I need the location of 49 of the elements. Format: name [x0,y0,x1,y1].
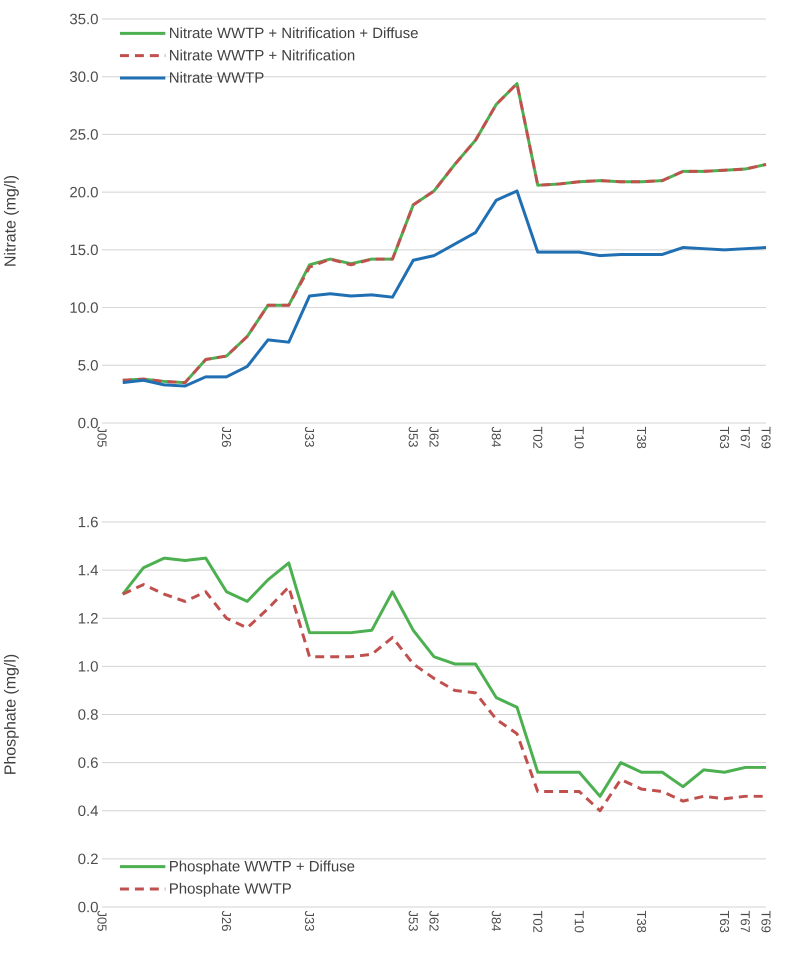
x-tick-label: T67 [740,426,750,448]
x-tick-label: J62 [429,426,439,447]
legend-label: Nitrate WWTP + Nitrification [170,50,354,60]
y-tick-label: 5.0 [78,360,98,371]
y-tick-label: 0.6 [78,757,98,768]
legend-label: Phosphate WWTP [170,882,291,897]
x-tick-label: J84 [492,910,501,932]
x-tick-label: T67 [740,910,750,932]
legend-label: Nitrate WWTP + Nitrification + Diffuse [170,27,418,38]
x-tick-label: T63 [720,426,730,448]
y-tick-label: 1.2 [78,613,98,624]
y-tick-label: 10.0 [70,302,98,313]
y-tick-label: 0.0 [78,902,98,912]
y-tick-label: 30.0 [70,71,98,82]
y-tick-label: 20.0 [70,186,98,198]
y-tick-label: 1.0 [78,661,98,672]
y-tick-label: 0.4 [78,805,98,816]
x-tick-label: J62 [429,910,439,931]
x-tick-label: T38 [636,426,646,448]
x-tick-label: T63 [720,910,730,932]
y-axis-title: Nitrate (mg/l) [4,176,19,266]
y-tick-label: 1.6 [78,516,98,528]
y-axis-title: Phosphate (mg/l) [4,654,19,774]
y-tick-label: 1.4 [78,564,98,576]
x-tick-label: T02 [533,426,542,448]
x-tick-label: J26 [222,426,232,447]
x-tick-label: T69 [761,910,771,932]
y-tick-label: 0.0 [78,418,98,428]
x-tick-label: J53 [408,910,418,931]
legend-label: Nitrate WWTP [170,72,264,83]
y-tick-label: 0.8 [78,709,98,720]
x-tick-label: J33 [304,910,314,931]
y-tick-label: 15.0 [70,244,98,256]
y-tick-label: 0.2 [78,854,98,864]
x-tick-label: J53 [408,426,418,447]
y-tick-label: 25.0 [70,129,98,140]
x-tick-label: J05 [97,426,107,447]
x-tick-label: J33 [304,426,314,447]
x-tick-label: T10 [574,426,584,448]
x-tick-label: T10 [574,910,584,932]
x-tick-label: J05 [97,910,107,931]
legend-label: Phosphate WWTP + Diffuse [170,860,354,874]
x-tick-label: T02 [533,910,542,932]
y-tick-label: 35.0 [70,14,98,24]
x-tick-label: J26 [222,910,232,931]
x-tick-label: T69 [761,426,771,448]
x-tick-label: J84 [492,426,501,448]
x-tick-label: T38 [636,910,646,932]
line-series [121,82,768,384]
